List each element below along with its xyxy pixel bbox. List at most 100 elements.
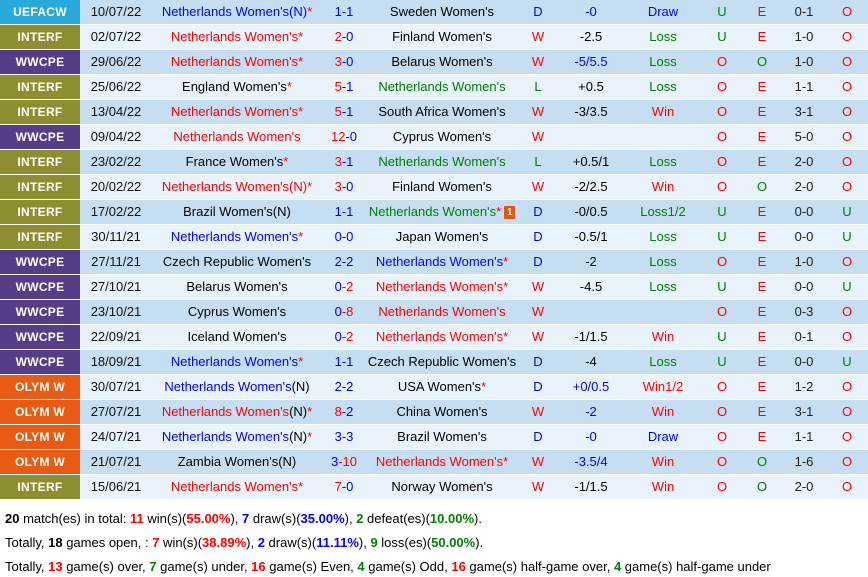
home-team[interactable]: Czech Republic Women's: [152, 250, 322, 274]
text-segment: 18: [48, 535, 63, 550]
half-over-under-flag: O: [841, 304, 853, 319]
text-segment: 5: [334, 104, 342, 119]
match-row: WWCPE 23/10/21 Cyprus Women's 0-8 Netherland…: [0, 300, 868, 324]
match-row: INTERF 20/02/22 Netherlands Women's(N)* 3-0…: [0, 175, 868, 199]
team-name: Zambia Women's(N): [177, 454, 297, 469]
result-letter: D: [533, 354, 543, 369]
home-team[interactable]: Netherlands Women's: [152, 125, 322, 149]
home-team[interactable]: Netherlands Women's(N)*: [152, 175, 322, 199]
text-segment: 2: [334, 254, 342, 269]
away-team[interactable]: Japan Women's: [366, 225, 518, 249]
league-badge: OLYM W: [0, 450, 80, 474]
handicap-result: Win: [651, 479, 675, 494]
home-team[interactable]: Zambia Women's(N): [152, 450, 322, 474]
text-segment: Totally,: [5, 559, 49, 574]
home-favorite-star: *: [286, 79, 292, 94]
match-history-table: UEFACW 10/07/22 Netherlands Women's(N)* 1-1…: [0, 0, 868, 499]
result-letter: W: [531, 329, 545, 344]
away-team[interactable]: Norway Women's: [366, 475, 518, 499]
text-segment: -1: [341, 4, 354, 19]
half-time-score: 1-0: [794, 54, 814, 69]
text-segment: 4: [613, 559, 622, 574]
team-name: Cyprus Women's: [187, 304, 287, 319]
away-team[interactable]: Netherlands Women's*: [366, 325, 518, 349]
away-team[interactable]: USA Women's*: [366, 375, 518, 399]
home-team[interactable]: France Women's*: [152, 150, 322, 174]
red-card-icon: 1: [504, 206, 516, 219]
match-score: 5-1: [322, 75, 366, 99]
league-badge: INTERF: [0, 100, 80, 124]
handicap-value: -3/3.5: [574, 104, 608, 119]
text-segment: game(s) under,: [156, 559, 252, 574]
away-team[interactable]: Cyprus Women's: [366, 125, 518, 149]
text-segment: 0: [334, 329, 342, 344]
home-team[interactable]: England Women's*: [152, 75, 322, 99]
home-team[interactable]: Netherlands Women's(N)*: [152, 425, 322, 449]
even-odd-flag: E: [757, 229, 767, 244]
match-date: 20/02/22: [90, 179, 142, 194]
over-under-flag: O: [716, 479, 728, 494]
home-team[interactable]: Netherlands Women's*: [152, 225, 322, 249]
away-team[interactable]: Czech Republic Women's: [366, 350, 518, 374]
home-favorite-star: *: [298, 229, 304, 244]
text-segment: -2: [341, 404, 354, 419]
match-row: WWCPE 27/11/21 Czech Republic Women's 2-2 Ne…: [0, 250, 868, 274]
away-team[interactable]: Netherlands Women's: [366, 300, 518, 324]
handicap-value: -2: [585, 254, 597, 269]
home-team[interactable]: Cyprus Women's: [152, 300, 322, 324]
away-team[interactable]: China Women's: [366, 400, 518, 424]
match-date: 27/07/21: [90, 404, 142, 419]
handicap-value: -0: [585, 4, 597, 19]
team-name: USA Women's: [397, 379, 482, 394]
team-name: Belarus Women's: [186, 279, 288, 294]
away-team[interactable]: Netherlands Women's*: [366, 250, 518, 274]
home-team[interactable]: Netherlands Women's*: [152, 475, 322, 499]
home-team[interactable]: Netherlands Women's(N)*: [152, 400, 322, 424]
away-team[interactable]: Sweden Women's: [366, 0, 518, 24]
team-name: Czech Republic Women's: [162, 254, 312, 269]
text-segment: 10.00%: [429, 511, 475, 526]
league-badge: UEFACW: [0, 0, 80, 24]
home-favorite-star: *: [283, 154, 289, 169]
half-over-under-flag: O: [841, 254, 853, 269]
text-segment: -0: [341, 179, 354, 194]
home-team[interactable]: Netherlands Women's(N)*: [152, 0, 322, 24]
away-team[interactable]: Netherlands Women's: [366, 75, 518, 99]
away-team[interactable]: Netherlands Women's*: [366, 450, 518, 474]
text-segment: loss(es)(: [377, 535, 432, 550]
neutral-venue-suffix: (N): [291, 379, 310, 394]
home-team[interactable]: Belarus Women's: [152, 275, 322, 299]
away-team[interactable]: Belarus Women's: [366, 50, 518, 74]
home-team[interactable]: Iceland Women's: [152, 325, 322, 349]
even-odd-flag: O: [756, 54, 768, 69]
half-over-under-flag: O: [841, 54, 853, 69]
result-letter: L: [534, 154, 542, 169]
away-team[interactable]: Netherlands Women's: [366, 150, 518, 174]
half-time-score: 2-0: [794, 179, 814, 194]
away-team[interactable]: Brazil Women's: [366, 425, 518, 449]
away-team[interactable]: Netherlands Women's* 1: [366, 200, 518, 224]
away-team[interactable]: Netherlands Women's*: [366, 275, 518, 299]
home-team[interactable]: Netherlands Women's*: [152, 50, 322, 74]
league-badge: INTERF: [0, 200, 80, 224]
away-team[interactable]: South Africa Women's: [366, 100, 518, 124]
home-team[interactable]: Netherlands Women's(N): [152, 375, 322, 399]
home-team[interactable]: Netherlands Women's*: [152, 25, 322, 49]
away-team[interactable]: Finland Women's: [366, 25, 518, 49]
league-badge: OLYM W: [0, 425, 80, 449]
half-over-under-flag: O: [841, 479, 853, 494]
half-over-under-flag: U: [842, 204, 852, 219]
text-segment: game(s) over,: [62, 559, 150, 574]
away-team[interactable]: Finland Women's: [366, 175, 518, 199]
team-name: Cyprus Women's: [392, 129, 492, 144]
handicap-value: -4.5: [579, 279, 603, 294]
home-team[interactable]: Netherlands Women's*: [152, 350, 322, 374]
home-team[interactable]: Netherlands Women's*: [152, 100, 322, 124]
half-time-score: 1-0: [794, 29, 814, 44]
text-segment: 2: [257, 535, 265, 550]
text-segment: game(s) Even,: [265, 559, 358, 574]
even-odd-flag: O: [756, 479, 768, 494]
home-favorite-star: *: [298, 479, 304, 494]
league-badge: WWCPE: [0, 125, 80, 149]
home-team[interactable]: Brazil Women's(N): [152, 200, 322, 224]
